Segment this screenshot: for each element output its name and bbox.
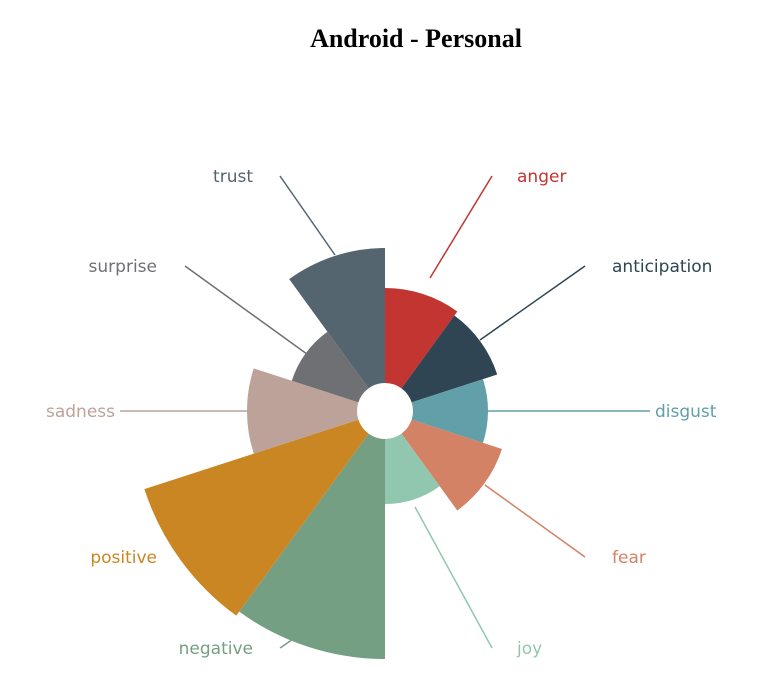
- label-trust: trust: [213, 167, 253, 187]
- label-anger: anger: [517, 167, 566, 187]
- leader-line-joy: [414, 506, 493, 649]
- label-negative: negative: [179, 639, 253, 659]
- slice-negative[interactable]: [239, 433, 385, 659]
- slice-joy[interactable]: [385, 433, 440, 504]
- slice-anger[interactable]: [385, 287, 458, 389]
- leader-line-surprise: [184, 265, 319, 363]
- slice-sadness[interactable]: [246, 368, 359, 454]
- label-joy: joy: [516, 639, 542, 659]
- label-disgust: disgust: [655, 402, 717, 422]
- slice-trust[interactable]: [289, 248, 385, 389]
- leader-line-negative: [279, 621, 319, 649]
- rose-slices: [144, 248, 502, 659]
- chart-title: Android - Personal: [310, 24, 522, 53]
- label-leaders: [120, 175, 650, 649]
- label-surprise: surprise: [89, 257, 157, 277]
- slice-anticipation[interactable]: [401, 315, 498, 403]
- leader-line-positive: [181, 524, 203, 558]
- label-fear: fear: [612, 548, 646, 568]
- label-anticipation: anticipation: [612, 257, 712, 277]
- slice-disgust[interactable]: [411, 379, 489, 443]
- slice-surprise[interactable]: [291, 331, 369, 403]
- leader-line-anticipation: [479, 265, 586, 341]
- category-labels: anger anticipation disgust fear joy negative p…: [46, 167, 717, 659]
- leader-line-fear: [484, 484, 586, 558]
- leader-line-trust: [279, 175, 336, 256]
- label-positive: positive: [90, 548, 157, 568]
- leader-line-anger: [429, 175, 493, 279]
- slice-fear[interactable]: [401, 419, 502, 511]
- label-sadness: sadness: [46, 402, 115, 422]
- slice-positive[interactable]: [144, 419, 369, 616]
